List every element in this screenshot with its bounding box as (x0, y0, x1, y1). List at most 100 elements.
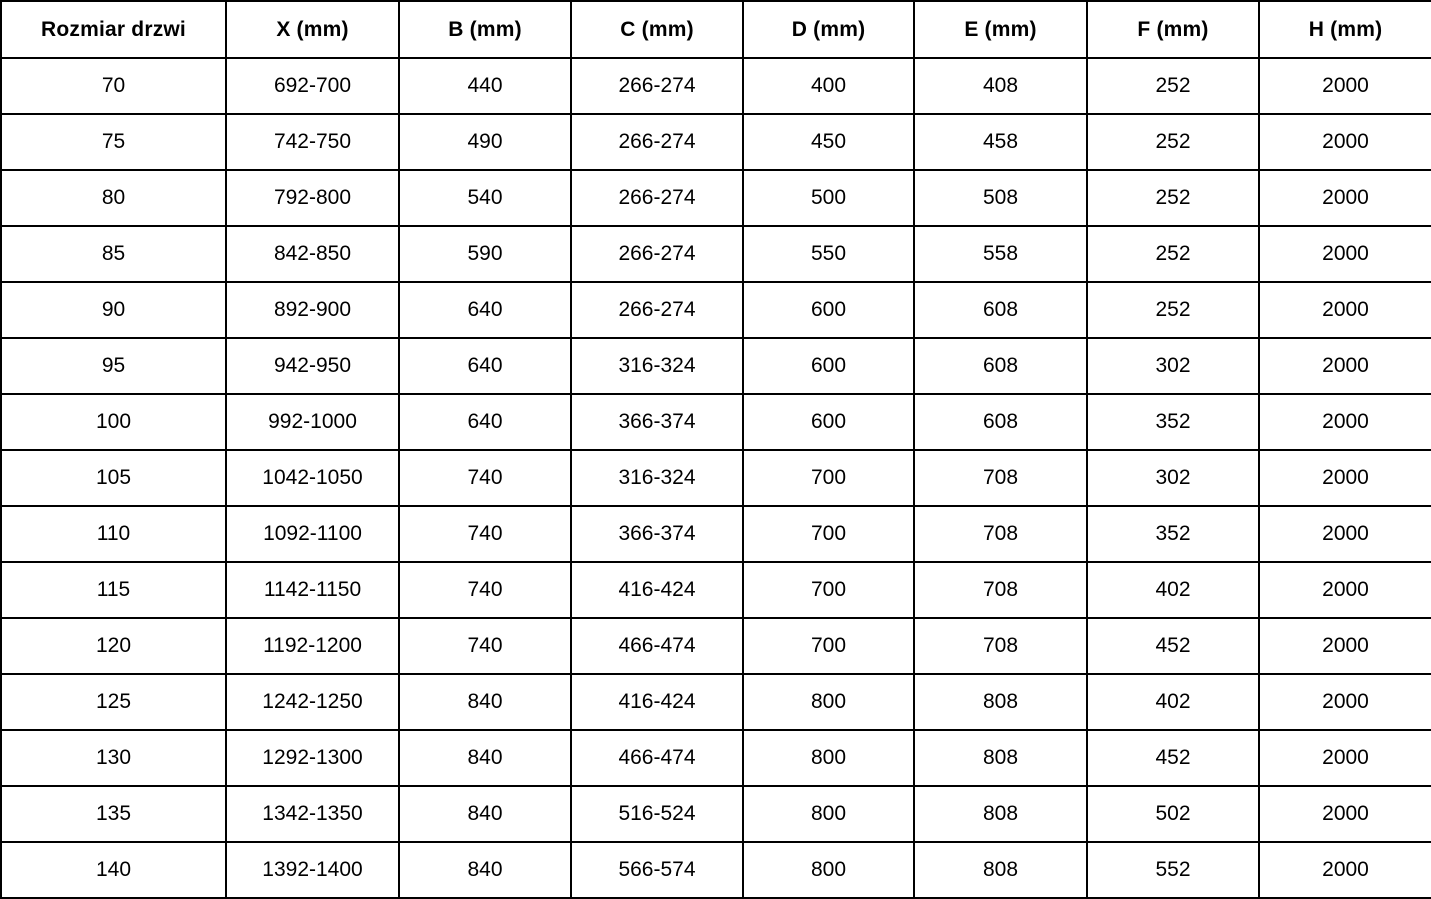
table-cell: 792-800 (225, 169, 400, 227)
table-cell: 842-850 (225, 225, 400, 283)
table-cell: 458 (913, 113, 1088, 171)
column-header-f: F (mm) (1086, 0, 1260, 59)
cell-door-size: 105 (0, 449, 227, 507)
table-cell: 252 (1086, 281, 1260, 339)
table-cell: 640 (398, 393, 572, 451)
table-cell: 416-424 (570, 561, 744, 619)
table-row: 135 1342-1350 840 516-524 800 808 502 2000 (0, 785, 1431, 843)
table-cell: 408 (913, 57, 1088, 115)
table-cell: 1392-1400 (225, 841, 400, 899)
table-cell: 566-574 (570, 841, 744, 899)
cell-door-size: 75 (0, 113, 227, 171)
table-cell: 2000 (1258, 617, 1431, 675)
table-cell: 742-750 (225, 113, 400, 171)
table-cell: 708 (913, 505, 1088, 563)
table-cell: 500 (742, 169, 915, 227)
table-cell: 892-900 (225, 281, 400, 339)
table-cell: 252 (1086, 113, 1260, 171)
table-cell: 366-374 (570, 505, 744, 563)
table-row: 70 692-700 440 266-274 400 408 252 2000 (0, 57, 1431, 115)
table-cell: 516-524 (570, 785, 744, 843)
table-cell: 840 (398, 673, 572, 731)
table-cell: 2000 (1258, 169, 1431, 227)
table-cell: 1192-1200 (225, 617, 400, 675)
table-cell: 2000 (1258, 449, 1431, 507)
table-cell: 808 (913, 729, 1088, 787)
table-cell: 800 (742, 841, 915, 899)
table-cell: 402 (1086, 561, 1260, 619)
table-cell: 416-424 (570, 673, 744, 731)
table-row: 110 1092-1100 740 366-374 700 708 352 2000 (0, 505, 1431, 563)
column-header-e: E (mm) (913, 0, 1088, 59)
table-cell: 808 (913, 841, 1088, 899)
table-row: 100 992-1000 640 366-374 600 608 352 2000 (0, 393, 1431, 451)
table-cell: 550 (742, 225, 915, 283)
table-cell: 608 (913, 281, 1088, 339)
cell-door-size: 130 (0, 729, 227, 787)
table-cell: 640 (398, 337, 572, 395)
table-cell: 740 (398, 617, 572, 675)
cell-door-size: 70 (0, 57, 227, 115)
table-cell: 2000 (1258, 225, 1431, 283)
table-cell: 800 (742, 785, 915, 843)
table-cell: 252 (1086, 57, 1260, 115)
table-cell: 1292-1300 (225, 729, 400, 787)
table-cell: 600 (742, 337, 915, 395)
table-row: 120 1192-1200 740 466-474 700 708 452 2000 (0, 617, 1431, 675)
table-cell: 708 (913, 449, 1088, 507)
table-cell: 2000 (1258, 337, 1431, 395)
table-cell: 608 (913, 337, 1088, 395)
table-cell: 452 (1086, 617, 1260, 675)
table-cell: 540 (398, 169, 572, 227)
table-row: 105 1042-1050 740 316-324 700 708 302 2000 (0, 449, 1431, 507)
table-cell: 490 (398, 113, 572, 171)
table-cell: 840 (398, 841, 572, 899)
table-cell: 800 (742, 673, 915, 731)
table-cell: 252 (1086, 225, 1260, 283)
table-cell: 640 (398, 281, 572, 339)
table-cell: 808 (913, 785, 1088, 843)
table-cell: 440 (398, 57, 572, 115)
table-cell: 266-274 (570, 169, 744, 227)
table-cell: 1092-1100 (225, 505, 400, 563)
table-cell: 400 (742, 57, 915, 115)
column-header-x: X (mm) (225, 0, 400, 59)
table-row: 85 842-850 590 266-274 550 558 252 2000 (0, 225, 1431, 283)
cell-door-size: 90 (0, 281, 227, 339)
table-cell: 808 (913, 673, 1088, 731)
table-cell: 316-324 (570, 337, 744, 395)
table-cell: 2000 (1258, 561, 1431, 619)
table-cell: 402 (1086, 673, 1260, 731)
table-cell: 700 (742, 617, 915, 675)
cell-door-size: 80 (0, 169, 227, 227)
table-cell: 708 (913, 561, 1088, 619)
table-cell: 316-324 (570, 449, 744, 507)
cell-door-size: 125 (0, 673, 227, 731)
table-cell: 266-274 (570, 113, 744, 171)
table-cell: 942-950 (225, 337, 400, 395)
table-cell: 2000 (1258, 281, 1431, 339)
table-row: 80 792-800 540 266-274 500 508 252 2000 (0, 169, 1431, 227)
table-cell: 552 (1086, 841, 1260, 899)
table-cell: 452 (1086, 729, 1260, 787)
table-cell: 600 (742, 281, 915, 339)
cell-door-size: 85 (0, 225, 227, 283)
table-cell: 352 (1086, 505, 1260, 563)
table-row: 140 1392-1400 840 566-574 800 808 552 2000 (0, 841, 1431, 899)
table-cell: 700 (742, 449, 915, 507)
cell-door-size: 110 (0, 505, 227, 563)
cell-door-size: 140 (0, 841, 227, 899)
table-cell: 266-274 (570, 57, 744, 115)
table-cell: 740 (398, 561, 572, 619)
table-body: 70 692-700 440 266-274 400 408 252 2000 75 742-75… (0, 57, 1431, 899)
column-header-d: D (mm) (742, 0, 915, 59)
table-row: 90 892-900 640 266-274 600 608 252 2000 (0, 281, 1431, 339)
cell-door-size: 100 (0, 393, 227, 451)
table-cell: 840 (398, 785, 572, 843)
table-cell: 1042-1050 (225, 449, 400, 507)
column-header-h: H (mm) (1258, 0, 1431, 59)
cell-door-size: 115 (0, 561, 227, 619)
table-cell: 800 (742, 729, 915, 787)
cell-door-size: 120 (0, 617, 227, 675)
